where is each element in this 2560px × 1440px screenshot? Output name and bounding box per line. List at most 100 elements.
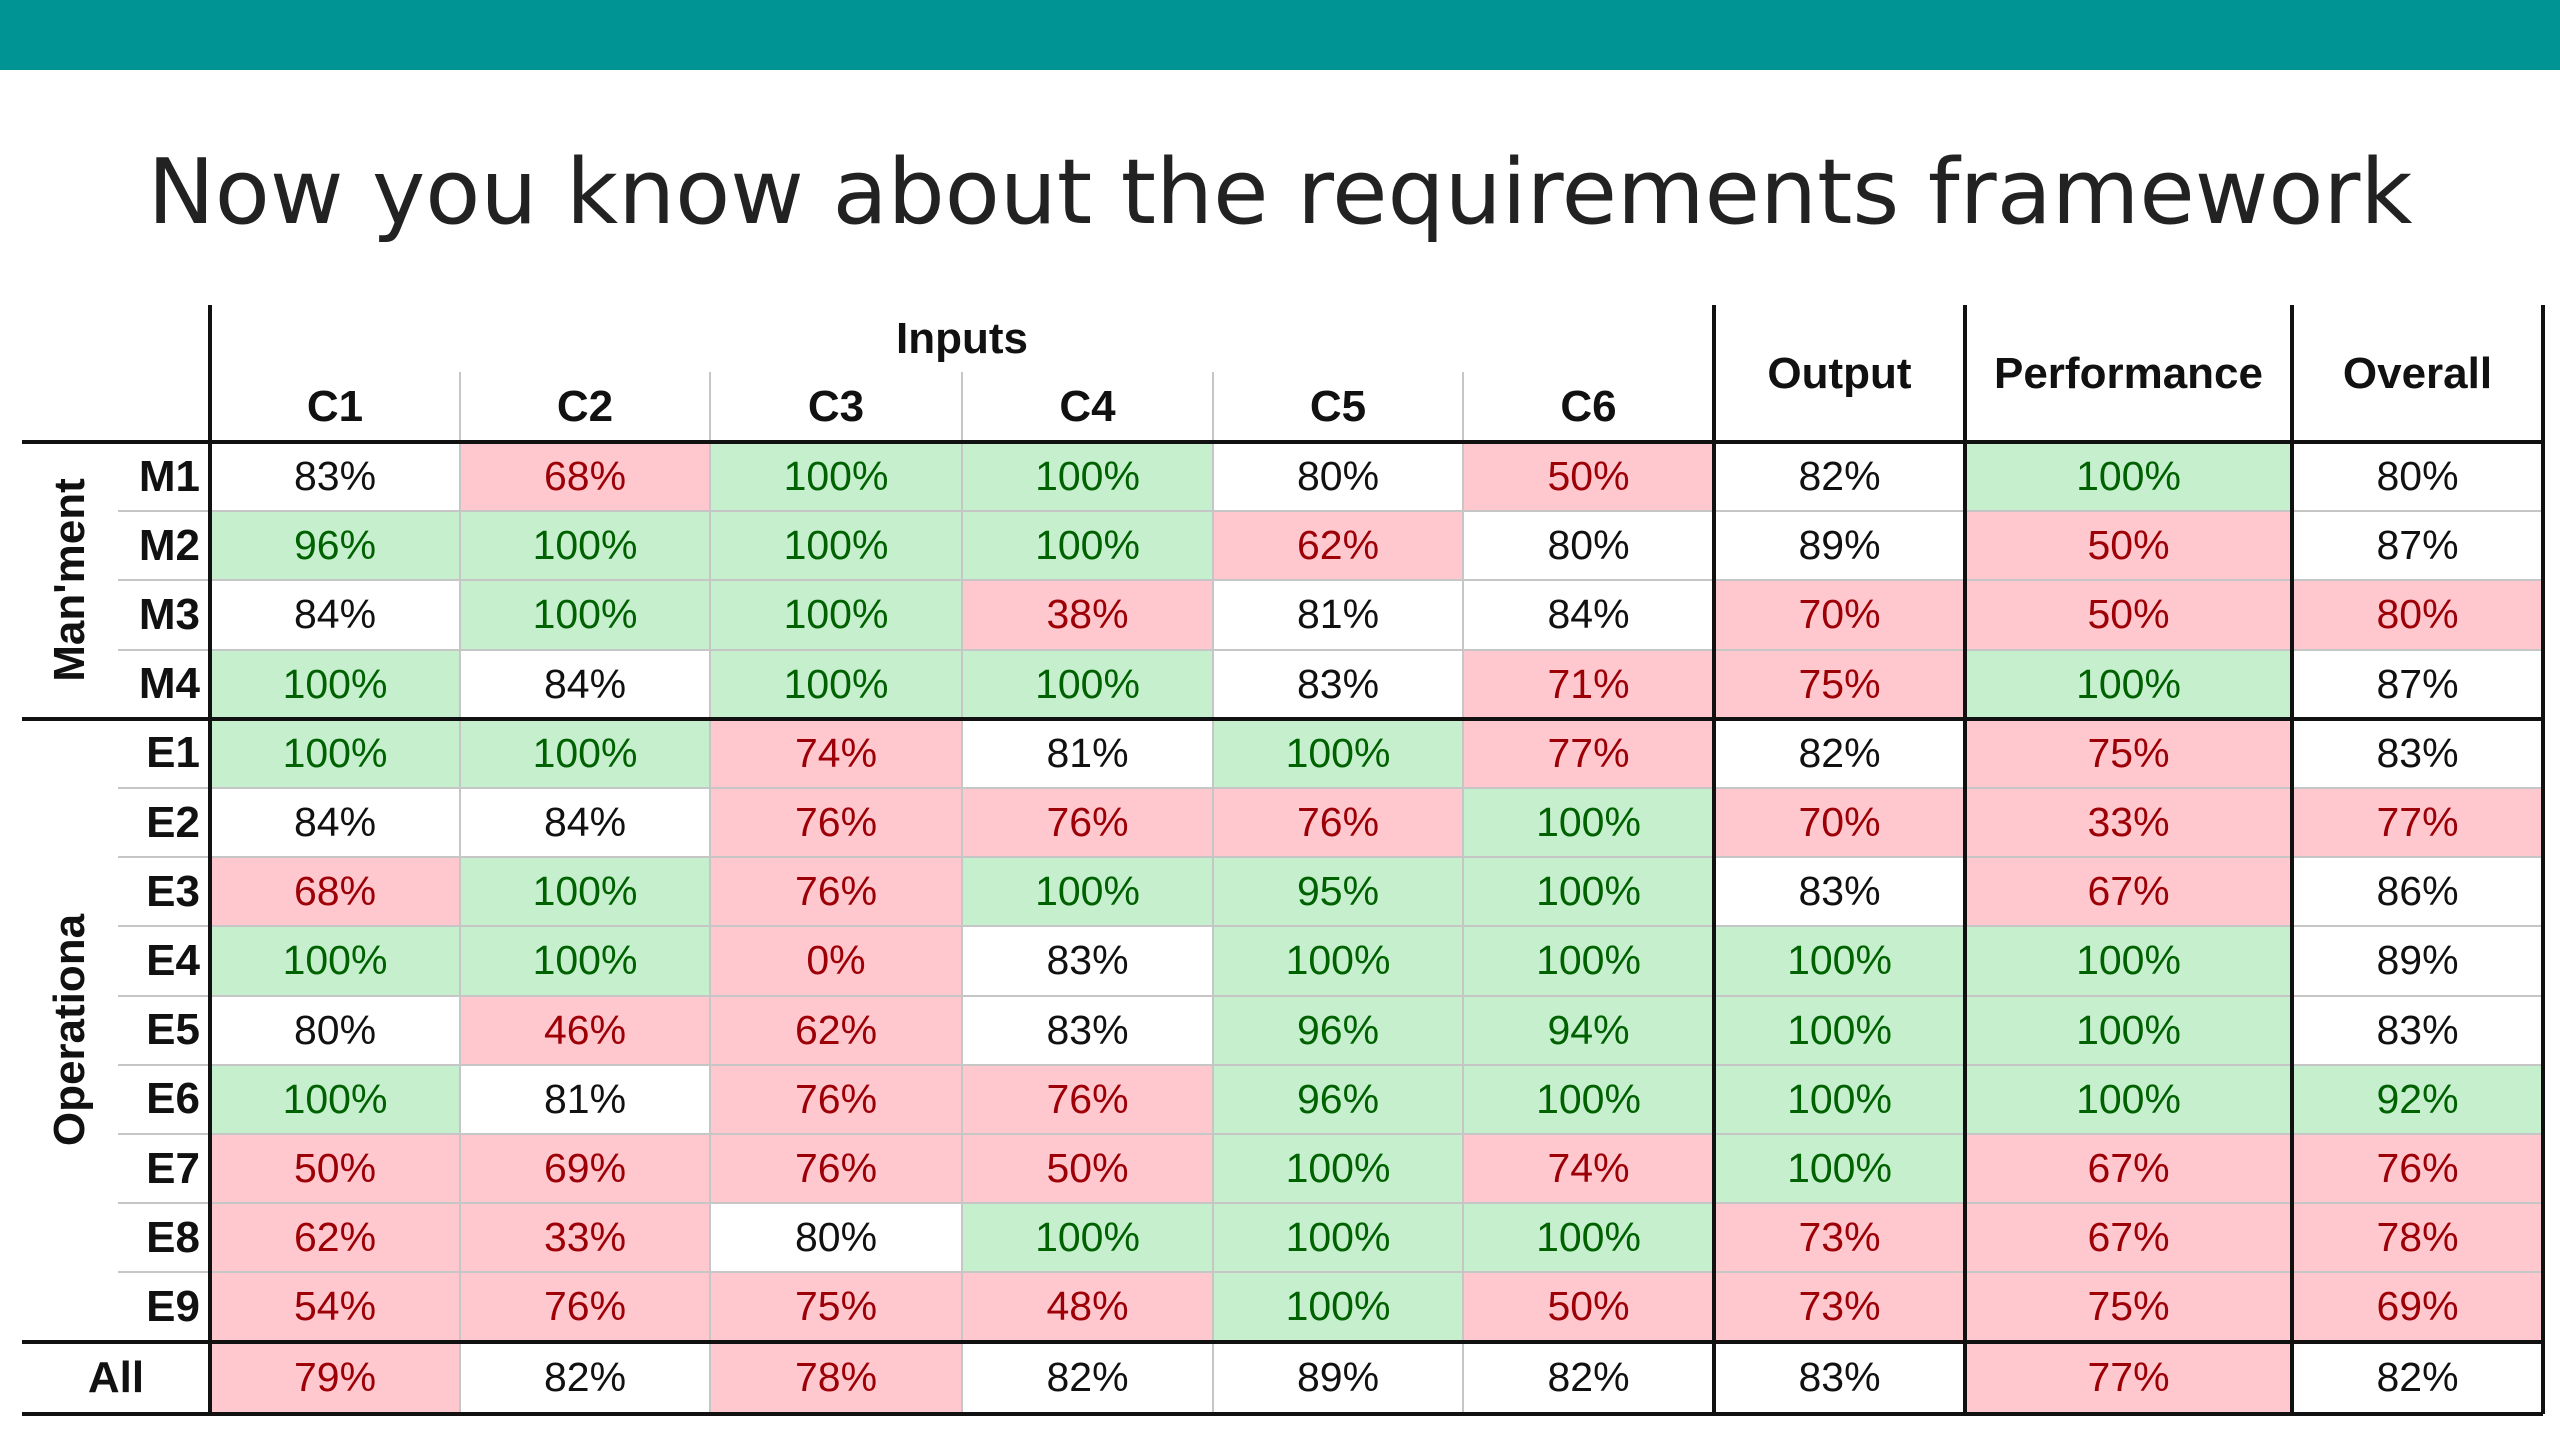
value-cell: 75%: [1965, 718, 2292, 788]
grid-line: [1462, 372, 1464, 1414]
row-label-e2: E2: [146, 797, 200, 847]
value-cell: 80%: [710, 1203, 962, 1273]
grid-line: [1212, 372, 1214, 1414]
value-cell: 62%: [1213, 511, 1463, 581]
value-cell: 100%: [1714, 995, 1965, 1065]
total-value-cell: 82%: [962, 1341, 1213, 1414]
value-cell: 50%: [962, 1134, 1213, 1204]
value-cell: 100%: [710, 511, 962, 581]
value-cell: 100%: [1213, 926, 1463, 996]
slide-title: Now you know about the requirements fram…: [147, 140, 2413, 245]
value-cell: 50%: [1965, 580, 2292, 650]
grid-line: [118, 1133, 2543, 1135]
value-cell: 100%: [1714, 1064, 1965, 1134]
value-cell: 73%: [1714, 1203, 1965, 1273]
grid-line: [118, 1271, 2543, 1274]
row-label-e1: E1: [146, 728, 200, 778]
row-label-e6: E6: [146, 1074, 200, 1124]
row-label-e3: E3: [146, 866, 200, 916]
value-cell: 96%: [210, 511, 460, 581]
value-cell: 50%: [1463, 1272, 1714, 1342]
value-cell: 74%: [710, 718, 962, 788]
value-cell: 68%: [460, 442, 710, 512]
group-label-text: Operationa: [45, 914, 94, 1147]
value-cell: 100%: [1463, 857, 1714, 927]
column-header-c2: C2: [556, 382, 614, 431]
value-cell: 77%: [2292, 788, 2543, 858]
grid-line: [118, 925, 2543, 928]
value-cell: 67%: [1965, 1203, 2292, 1273]
value-cell: 84%: [460, 649, 710, 719]
total-value-cell: 82%: [460, 1341, 710, 1414]
value-cell: 83%: [962, 926, 1213, 996]
value-cell: 81%: [1213, 580, 1463, 650]
grid-line: [961, 372, 963, 1414]
value-cell: 80%: [1213, 442, 1463, 512]
value-cell: 75%: [710, 1272, 962, 1342]
value-cell: 70%: [1714, 788, 1965, 858]
row-label-m3: M3: [138, 589, 200, 639]
value-cell: 100%: [1714, 1134, 1965, 1204]
value-cell: 81%: [460, 1064, 710, 1134]
value-cell: 100%: [710, 649, 962, 719]
value-cell: 84%: [210, 580, 460, 650]
grid-line: [118, 1202, 2543, 1205]
grid-line: [22, 716, 2543, 721]
value-cell: 83%: [210, 442, 460, 512]
column-header-overall: Overall: [2342, 348, 2493, 398]
grid-line: [2541, 305, 2545, 1414]
top-accent-band: [0, 0, 2560, 70]
value-cell: 76%: [1213, 788, 1463, 858]
column-header-output: Output: [1767, 348, 1912, 398]
column-header-c3: C3: [807, 382, 865, 431]
grid-line: [22, 440, 2543, 444]
value-cell: 94%: [1463, 995, 1714, 1065]
value-cell: 76%: [710, 1064, 962, 1134]
value-cell: 80%: [2292, 580, 2543, 650]
row-label-e8: E8: [146, 1212, 200, 1262]
value-cell: 87%: [2292, 511, 2543, 581]
total-value-cell: 83%: [1714, 1341, 1965, 1414]
value-cell: 68%: [210, 857, 460, 927]
value-cell: 82%: [1714, 718, 1965, 788]
row-label-e4: E4: [146, 935, 200, 985]
value-cell: 70%: [1714, 580, 1965, 650]
row-label-m2: M2: [138, 520, 200, 570]
value-cell: 38%: [962, 580, 1213, 650]
value-cell: 100%: [210, 649, 460, 719]
value-cell: 83%: [1213, 649, 1463, 719]
value-cell: 96%: [1213, 1064, 1463, 1134]
value-cell: 76%: [460, 1272, 710, 1342]
row-label-m1: M1: [138, 451, 200, 501]
value-cell: 89%: [1714, 511, 1965, 581]
value-cell: 83%: [962, 995, 1213, 1065]
value-cell: 48%: [962, 1272, 1213, 1342]
total-value-cell: 89%: [1213, 1341, 1463, 1414]
value-cell: 100%: [962, 649, 1213, 719]
value-cell: 80%: [210, 995, 460, 1065]
total-value-cell: 82%: [1463, 1341, 1714, 1414]
grid-line: [1963, 305, 1967, 1414]
row-label-e5: E5: [146, 1005, 200, 1055]
value-cell: 100%: [1463, 788, 1714, 858]
value-cell: 69%: [460, 1134, 710, 1204]
value-cell: 92%: [2292, 1064, 2543, 1134]
value-cell: 69%: [2292, 1272, 2543, 1342]
value-cell: 84%: [210, 788, 460, 858]
value-cell: 100%: [1965, 1064, 2292, 1134]
column-header-performance: Performance: [1993, 348, 2263, 398]
group-label-1: Operationa: [22, 719, 118, 1342]
value-cell: 76%: [710, 1134, 962, 1204]
value-cell: 0%: [710, 926, 962, 996]
grid-line: [118, 1063, 2543, 1066]
value-cell: 100%: [460, 511, 710, 581]
value-cell: 100%: [210, 926, 460, 996]
column-header-c4: C4: [1059, 382, 1116, 431]
value-cell: 83%: [2292, 995, 2543, 1065]
value-cell: 100%: [1213, 1203, 1463, 1273]
value-cell: 95%: [1213, 857, 1463, 927]
value-cell: 46%: [460, 995, 710, 1065]
value-cell: 100%: [1965, 442, 2292, 512]
value-cell: 71%: [1463, 649, 1714, 719]
